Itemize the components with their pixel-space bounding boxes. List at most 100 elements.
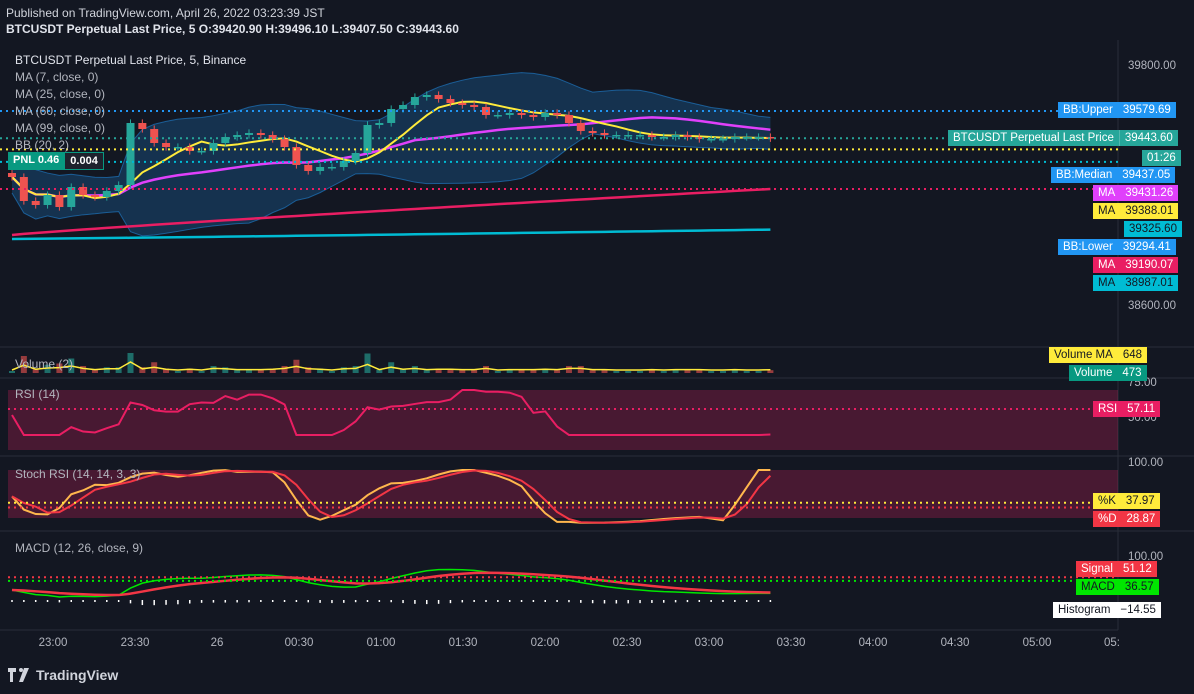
macd-legend[interactable]: MACD (12, 26, close, 9)	[15, 541, 144, 555]
label-histogram: Histogram −14.55	[1053, 602, 1161, 618]
volume-bar-30	[364, 353, 371, 373]
volume-bar-36	[435, 368, 442, 373]
legend-ma7[interactable]: MA (7, close, 0)	[15, 70, 99, 84]
candle-body-28	[339, 161, 348, 167]
x-tick-6: 02:00	[530, 637, 560, 649]
x-tick-3: 00:30	[284, 637, 314, 649]
volume-bar-10	[127, 353, 134, 373]
volume-bar-49	[589, 369, 596, 373]
volume-bar-34	[411, 366, 418, 373]
label-last-price: BTCUSDT Perpetual Last Price 39443.60	[948, 130, 1178, 146]
volume-bar-63	[755, 371, 762, 373]
label-macd: MACD 36.57	[1076, 579, 1159, 595]
candle-body-12	[150, 129, 159, 143]
ma25-line	[11, 116, 771, 199]
candle-body-45	[541, 113, 550, 117]
volume-bar-0	[9, 371, 15, 373]
volume-bar-22	[269, 368, 276, 373]
volume-bar-44	[530, 369, 537, 373]
candle-body-20	[245, 133, 253, 135]
volume-bar-7	[91, 369, 98, 373]
brand-name: TradingView	[36, 667, 119, 683]
candle-body-10	[126, 123, 135, 185]
candle-body-19	[233, 135, 242, 137]
x-tick-13: 05:	[1104, 637, 1120, 649]
volume-bar-50	[601, 369, 608, 373]
label-stoch-d: %D 28.87	[1093, 511, 1161, 527]
candle-body-47	[564, 115, 573, 123]
volume-bar-45	[542, 368, 549, 373]
volume-bar-28	[340, 367, 347, 373]
label-ma7: MA 39388.01	[1093, 203, 1179, 219]
rsi-legend[interactable]: RSI (14)	[15, 387, 60, 401]
candle-body-42	[505, 113, 514, 115]
ma7-line	[11, 100, 771, 200]
candle-body-4	[55, 195, 64, 207]
candle-body-62	[742, 137, 751, 139]
candle-body-32	[387, 109, 396, 123]
candle-body-63	[754, 137, 763, 139]
candle-body-48	[576, 123, 585, 131]
volume-bar-17	[210, 366, 217, 373]
stoch-d-line	[11, 469, 772, 524]
label-ma99: MA 38987.01	[1093, 275, 1179, 291]
candle-body-36	[434, 95, 443, 99]
volume-bar-51	[613, 371, 620, 373]
candle-body-1	[19, 177, 28, 201]
volume-bar-13	[163, 368, 170, 373]
candle-body-43	[517, 113, 526, 115]
label-bb-lower: BB:Lower 39294.41	[1058, 239, 1176, 255]
volume-bar-60	[720, 371, 726, 373]
legend-bb[interactable]: BB (20, 2)	[15, 138, 70, 152]
volume-bar-29	[352, 366, 359, 373]
bb-lower-line	[11, 133, 771, 237]
x-tick-5: 01:30	[448, 637, 478, 649]
volume-bar-37	[447, 368, 454, 373]
volume-bar-8	[103, 367, 110, 373]
bb-band-fill	[12, 72, 771, 236]
volume-bar-11	[139, 367, 146, 373]
volume-bar-41	[494, 371, 501, 373]
candle-body-54	[647, 135, 656, 137]
volume-bar-2	[32, 368, 39, 373]
volume-bar-48	[577, 366, 584, 373]
x-tick-2: 26	[210, 637, 224, 649]
macd-line	[11, 568, 771, 598]
volume-bar-33	[400, 368, 407, 373]
volume-bar-64	[767, 370, 774, 373]
candle-body-5	[67, 187, 76, 207]
label-volume: Volume 473	[1069, 365, 1147, 381]
candle-body-23	[280, 139, 289, 147]
pnl-badge[interactable]: PNL 0.46 0.004	[8, 152, 104, 170]
legend-ma60[interactable]: MA (60, close, 0)	[15, 104, 106, 118]
volume-bar-27	[328, 371, 335, 373]
candle-body-14	[173, 147, 182, 149]
ohlc-line: BTCUSDT Perpetual Last Price, 5 O:39420.…	[6, 22, 459, 36]
tradingview-logo[interactable]: TradingView	[8, 667, 118, 683]
candle-body-61	[730, 137, 739, 139]
candle-body-64	[766, 137, 775, 139]
candle-body-27	[327, 167, 336, 169]
ma99-line	[11, 228, 771, 241]
volume-bar-54	[648, 369, 655, 373]
stoch-legend[interactable]: Stoch RSI (14, 14, 3, 3)	[15, 467, 141, 481]
candle-body-33	[399, 105, 408, 109]
candle-body-17	[209, 143, 218, 151]
candle-body-38	[458, 103, 467, 105]
volume-legend[interactable]: Volume (2)	[15, 357, 74, 371]
label-countdown: 01:26	[1142, 150, 1181, 166]
candle-body-2	[31, 201, 40, 205]
volume-bar-3	[44, 364, 51, 373]
x-tick-1: 23:30	[120, 637, 150, 649]
legend-ma25[interactable]: MA (25, close, 0)	[15, 87, 106, 101]
volume-bar-62	[743, 371, 750, 373]
y-tick-stoch-100: 100.00	[1128, 457, 1164, 469]
volume-bar-6	[80, 366, 87, 373]
label-volume-ma: Volume MA 648	[1049, 347, 1147, 363]
legend-ma99[interactable]: MA (99, close, 0)	[15, 121, 106, 135]
candle-body-41	[493, 115, 502, 117]
rsi-band	[8, 390, 1118, 450]
candle-body-3	[43, 195, 52, 205]
candle-body-18	[221, 137, 230, 143]
